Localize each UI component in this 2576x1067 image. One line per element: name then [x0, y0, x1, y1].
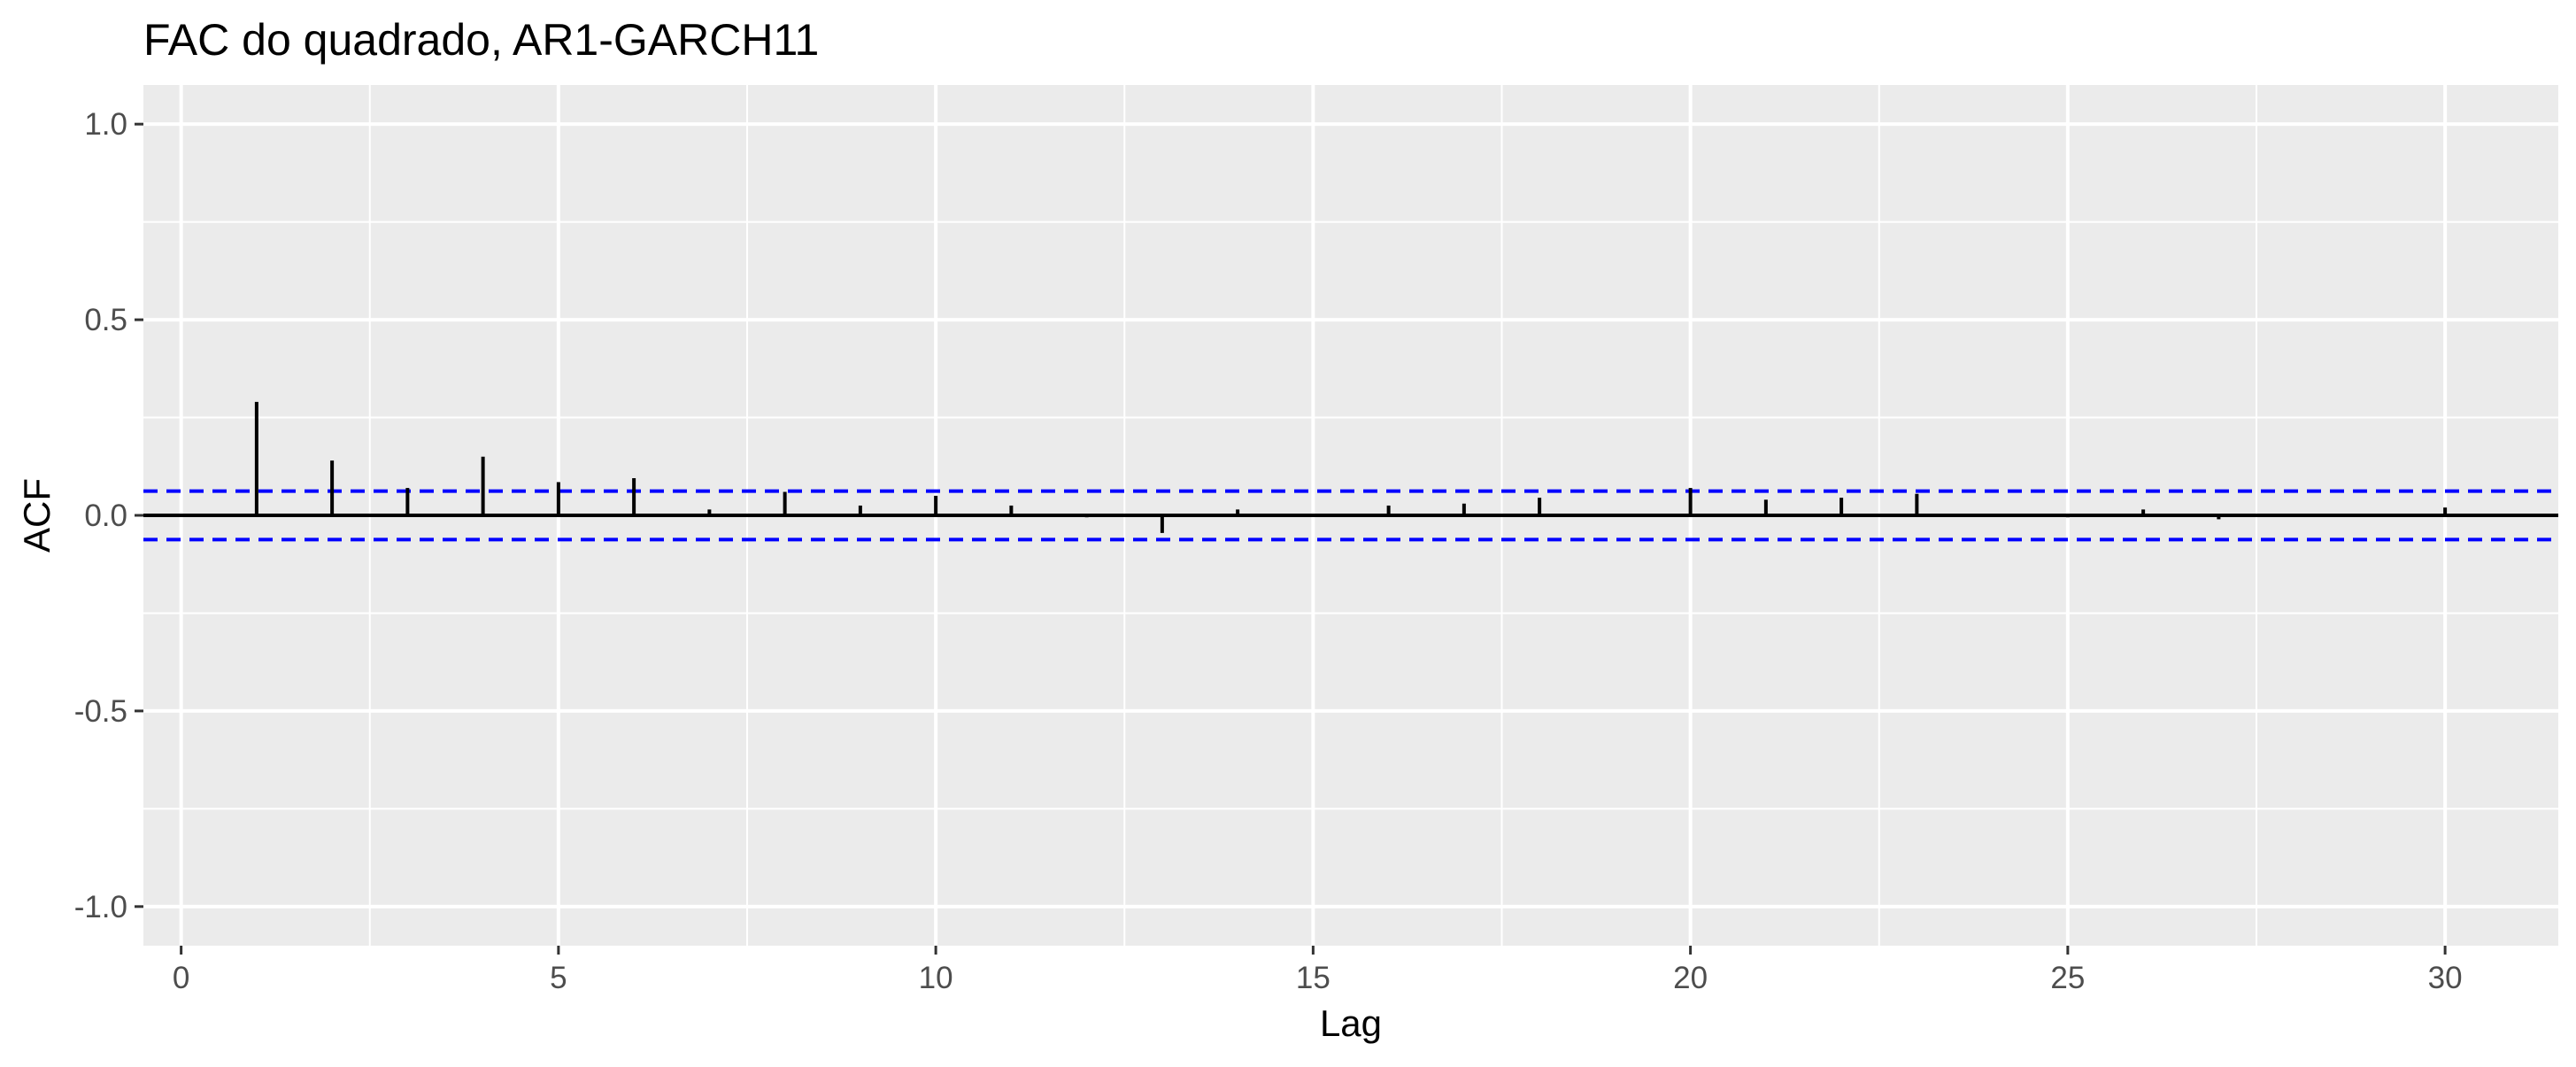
y-tick-label: 1.0 [84, 107, 127, 142]
x-axis-title: Lag [1320, 1002, 1382, 1044]
y-tick-label: -0.5 [74, 694, 127, 729]
chart-title: FAC do quadrado, AR1-GARCH11 [143, 15, 819, 65]
y-axis-title: ACF [16, 478, 58, 553]
x-tick-label: 10 [919, 961, 953, 995]
x-tick-label: 20 [1673, 961, 1708, 995]
x-tick-label: 25 [2050, 961, 2085, 995]
x-tick-label: 0 [173, 961, 189, 995]
axes: -1.0 -0.5 0.0 0.5 1.0 0 5 10 15 20 25 30 [74, 107, 2463, 995]
confidence-bounds [143, 489, 2558, 542]
x-tick-label: 15 [1296, 961, 1330, 995]
x-tick-label: 30 [2428, 961, 2463, 995]
y-tick-label: 0.5 [84, 303, 127, 337]
acf-bars [143, 401, 2558, 533]
x-tick-label: 5 [550, 961, 567, 995]
y-tick-label: 0.0 [84, 499, 127, 533]
y-tick-label: -1.0 [74, 890, 127, 924]
